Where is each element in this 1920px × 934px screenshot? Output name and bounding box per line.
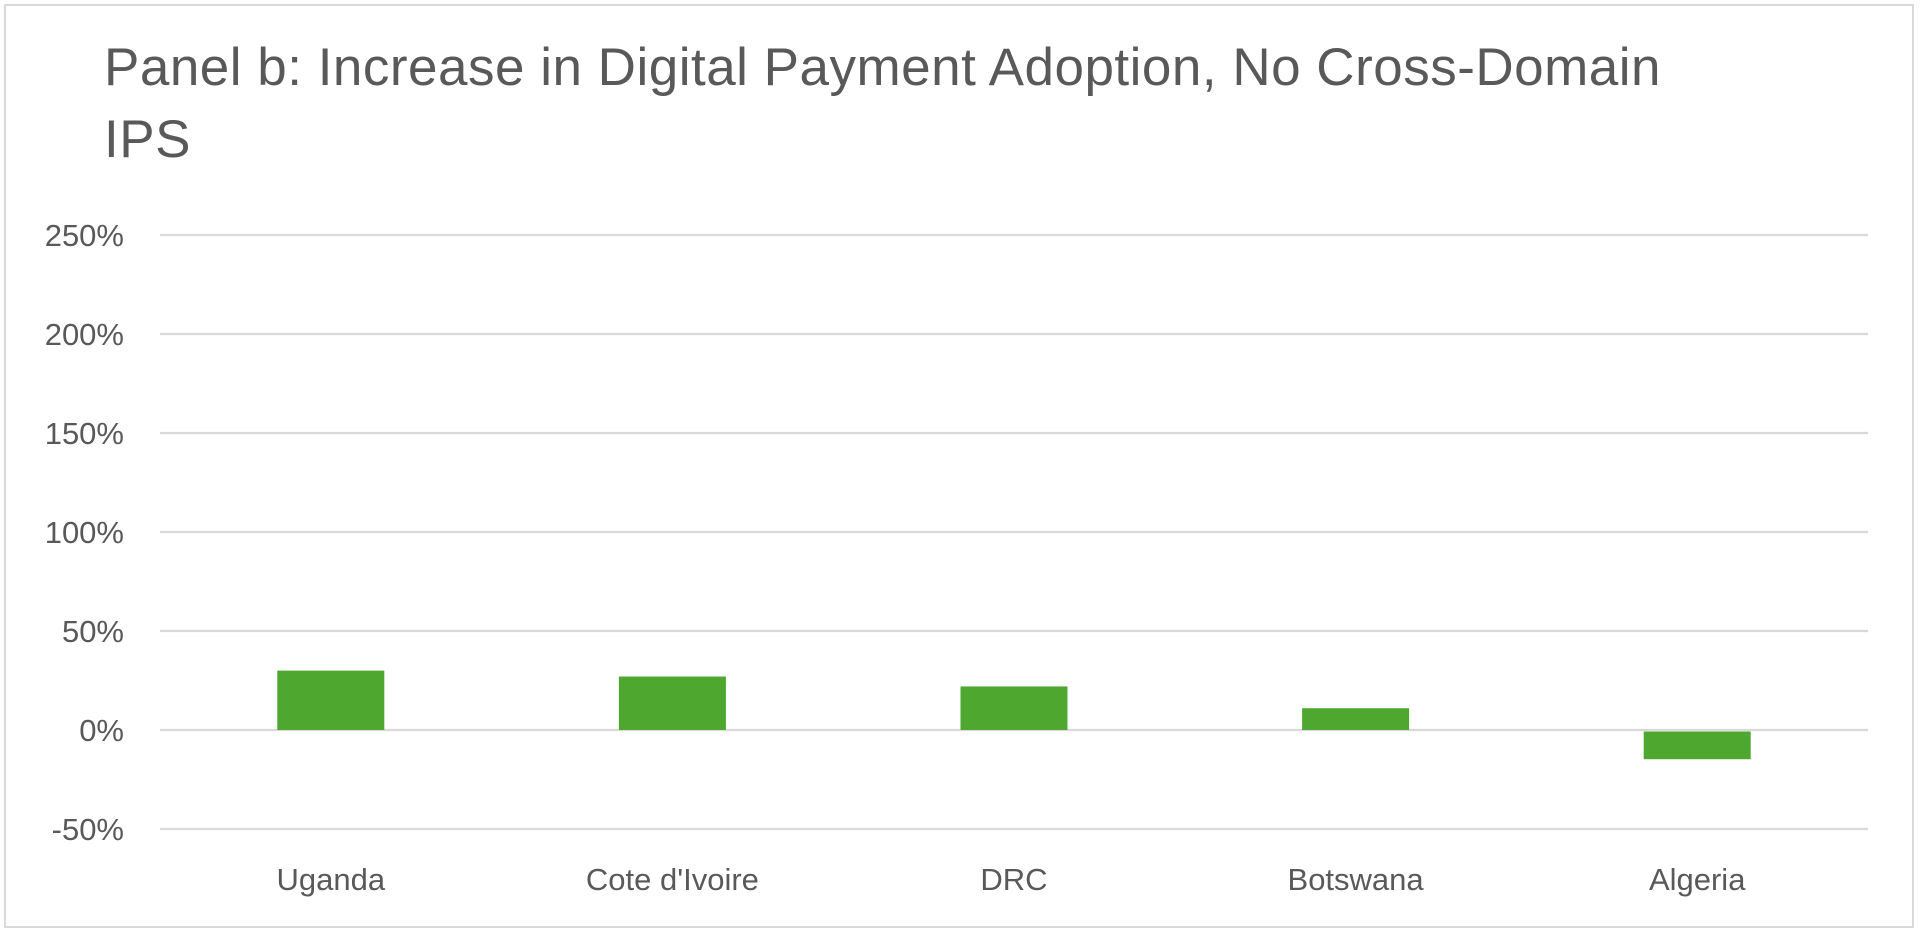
bar bbox=[277, 670, 385, 730]
chart-title: Panel b: Increase in Digital Payment Ado… bbox=[104, 38, 1661, 169]
y-tick-label: 100% bbox=[45, 515, 124, 550]
y-tick-label: 50% bbox=[62, 614, 124, 649]
y-tick-label: -50% bbox=[52, 812, 124, 847]
y-tick-label: 200% bbox=[45, 317, 124, 352]
chart-frame bbox=[4, 4, 1914, 928]
gridlines bbox=[160, 233, 1868, 831]
bar bbox=[618, 676, 726, 730]
bar bbox=[960, 686, 1068, 730]
bar bbox=[1302, 708, 1410, 730]
bars bbox=[277, 670, 1751, 760]
y-axis-tick-labels: -50% 0% 50% 100% 150% 200% 250% bbox=[45, 218, 124, 847]
x-tick-label: Uganda bbox=[277, 862, 386, 897]
y-tick-label: 250% bbox=[45, 218, 124, 253]
y-tick-label: 150% bbox=[45, 416, 124, 451]
x-axis-tick-labels: Uganda Cote d'Ivoire DRC Botswana Algeria bbox=[277, 862, 1747, 897]
y-tick-label: 0% bbox=[79, 713, 124, 748]
x-tick-label: DRC bbox=[980, 862, 1047, 897]
x-tick-label: Cote d'Ivoire bbox=[586, 862, 759, 897]
x-tick-label: Algeria bbox=[1649, 862, 1746, 897]
bar bbox=[1643, 731, 1751, 760]
x-tick-label: Botswana bbox=[1288, 862, 1425, 897]
